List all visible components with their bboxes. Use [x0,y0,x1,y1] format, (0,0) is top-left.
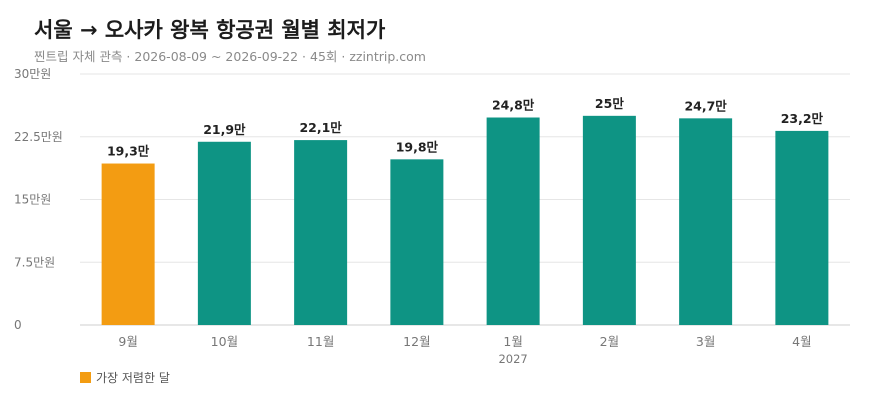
data-label: 21,9만 [203,122,246,137]
y-tick-label: 30만원 [14,67,51,81]
data-label: 25만 [595,96,624,111]
data-label: 19,3만 [107,144,150,159]
chart-subtitle: 찐트립 자체 관측 · 2026-08-09 ~ 2026-09-22 · 45… [34,49,426,64]
y-tick-label: 15만원 [14,193,51,207]
x-tick-label: 4월 [792,334,811,349]
x-tick-label: 3월 [696,334,715,349]
bar [775,130,829,325]
data-label: 19,8만 [396,139,439,154]
y-tick-label: 7.5만원 [14,255,55,269]
legend-label: 가장 저렴한 달 [96,371,170,385]
y-tick-label: 22.5만원 [14,130,63,144]
data-label: 23,2만 [781,111,824,126]
x-tick-label: 2월 [600,334,619,349]
x-tick-label: 11월 [307,334,334,349]
bar [486,117,540,325]
x-tick-label: 1월 [503,334,522,349]
data-label: 24,8만 [492,98,535,113]
x-tick-label: 10월 [211,334,238,349]
bar [390,159,444,325]
x-tick-label: 9월 [118,334,137,349]
bar [582,115,636,325]
legend: 가장 저렴한 달 [80,369,170,386]
y-tick-label: 0 [14,318,22,332]
x-tick-sublabel: 2027 [498,352,527,366]
x-tick-label: 12월 [403,334,430,349]
bar [294,140,348,325]
bar [679,118,733,326]
legend-swatch [80,372,91,383]
data-label: 24,7만 [684,98,727,113]
chart-title: 서울 → 오사카 왕복 항공권 월별 최저가 [34,18,386,42]
bar [197,141,251,325]
data-label: 22,1만 [299,120,342,135]
bar [101,163,155,325]
